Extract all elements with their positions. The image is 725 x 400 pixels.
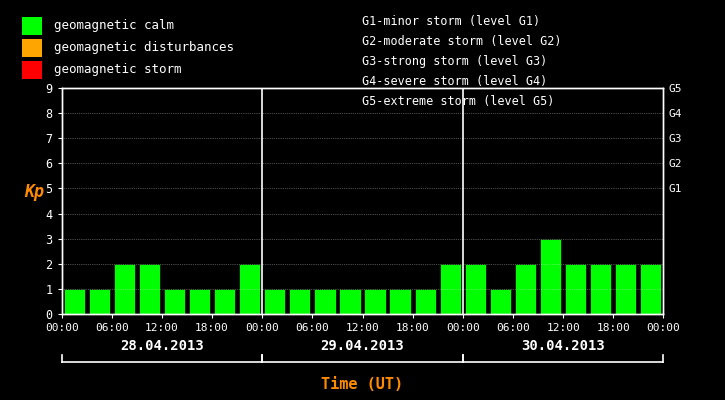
Text: G1-minor storm (level G1): G1-minor storm (level G1) (362, 16, 541, 28)
Bar (615, 264, 637, 314)
Bar (339, 289, 360, 314)
Text: 30.04.2013: 30.04.2013 (521, 339, 605, 353)
Bar (389, 289, 411, 314)
Bar (490, 289, 511, 314)
Bar (239, 264, 260, 314)
Bar (189, 289, 210, 314)
Bar (365, 289, 386, 314)
Bar (439, 264, 461, 314)
Text: G5-extreme storm (level G5): G5-extreme storm (level G5) (362, 96, 555, 108)
Bar (515, 264, 536, 314)
Text: geomagnetic storm: geomagnetic storm (54, 64, 182, 76)
Bar (138, 264, 160, 314)
Text: Time (UT): Time (UT) (321, 377, 404, 392)
Text: G3-strong storm (level G3): G3-strong storm (level G3) (362, 56, 548, 68)
Y-axis label: Kp: Kp (25, 183, 44, 201)
Bar (164, 289, 185, 314)
Bar (590, 264, 611, 314)
Text: G4-severe storm (level G4): G4-severe storm (level G4) (362, 76, 548, 88)
Text: geomagnetic disturbances: geomagnetic disturbances (54, 42, 234, 54)
Bar (314, 289, 336, 314)
Text: G2-moderate storm (level G2): G2-moderate storm (level G2) (362, 36, 562, 48)
Bar (565, 264, 587, 314)
Text: 29.04.2013: 29.04.2013 (320, 339, 405, 353)
Bar (415, 289, 436, 314)
Bar (465, 264, 486, 314)
Bar (88, 289, 110, 314)
Bar (289, 289, 310, 314)
Text: geomagnetic calm: geomagnetic calm (54, 20, 175, 32)
Bar (64, 289, 85, 314)
Text: 28.04.2013: 28.04.2013 (120, 339, 204, 353)
Bar (214, 289, 235, 314)
Bar (540, 239, 561, 314)
Bar (264, 289, 286, 314)
Bar (114, 264, 135, 314)
Bar (640, 264, 661, 314)
